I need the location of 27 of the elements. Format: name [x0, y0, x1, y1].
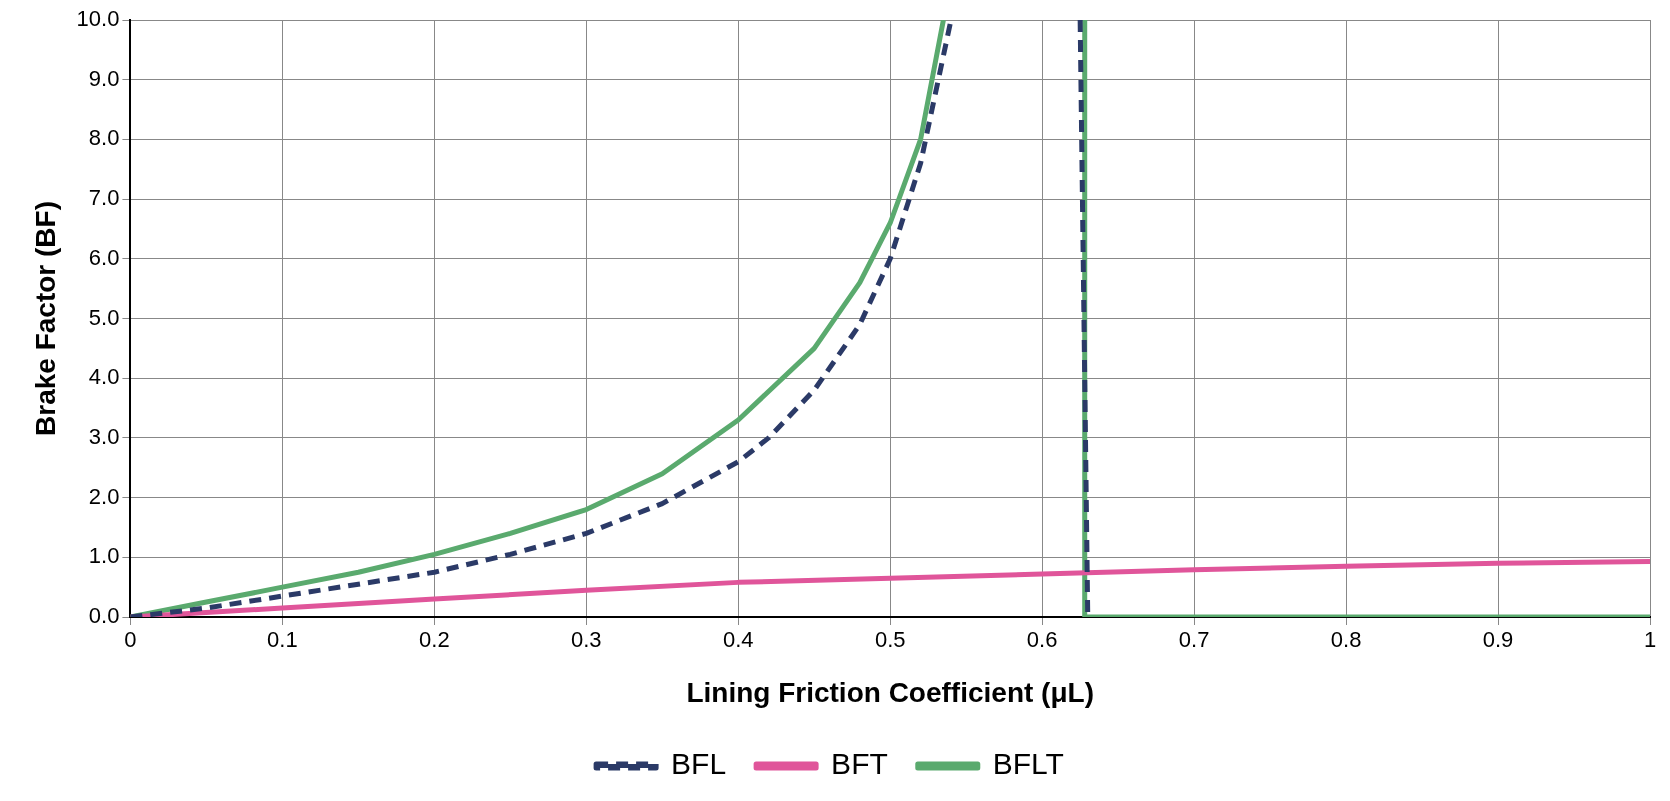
- y-tick-label: 5.0: [88, 304, 120, 330]
- legend-label: BFT: [831, 747, 888, 781]
- y-tick-label: 0.0: [88, 603, 120, 629]
- y-axis-title: Brake Factor (BF): [29, 201, 61, 436]
- y-tick-label: 8.0: [88, 125, 120, 151]
- x-tick-label: 1: [1643, 627, 1657, 653]
- x-tick-label: 0.1: [267, 627, 298, 653]
- x-tick-label: 0.8: [1330, 627, 1362, 653]
- legend-label: BFL: [671, 747, 727, 781]
- legend-label: BFLT: [992, 747, 1064, 781]
- y-tick-label: 10.0: [76, 6, 120, 32]
- x-tick-label: 0.5: [874, 627, 906, 653]
- x-tick-label: 0.3: [571, 627, 602, 653]
- y-tick-label: 3.0: [88, 423, 120, 449]
- x-tick-label: 0.4: [722, 627, 754, 653]
- y-tick-label: 9.0: [88, 65, 120, 91]
- x-tick-label: 0.2: [419, 627, 450, 653]
- x-axis-title: Lining Friction Coefficient (μL): [686, 676, 1094, 708]
- x-tick-label: 0: [124, 627, 137, 653]
- y-tick-label: 1.0: [88, 543, 120, 569]
- y-tick-label: 6.0: [88, 244, 120, 270]
- y-tick-label: 4.0: [88, 364, 120, 390]
- x-tick-label: 0.7: [1178, 627, 1210, 653]
- x-tick-label: 0.9: [1482, 627, 1514, 653]
- y-tick-label: 7.0: [88, 185, 120, 211]
- x-tick-label: 0.6: [1026, 627, 1058, 653]
- y-tick-label: 2.0: [88, 483, 120, 509]
